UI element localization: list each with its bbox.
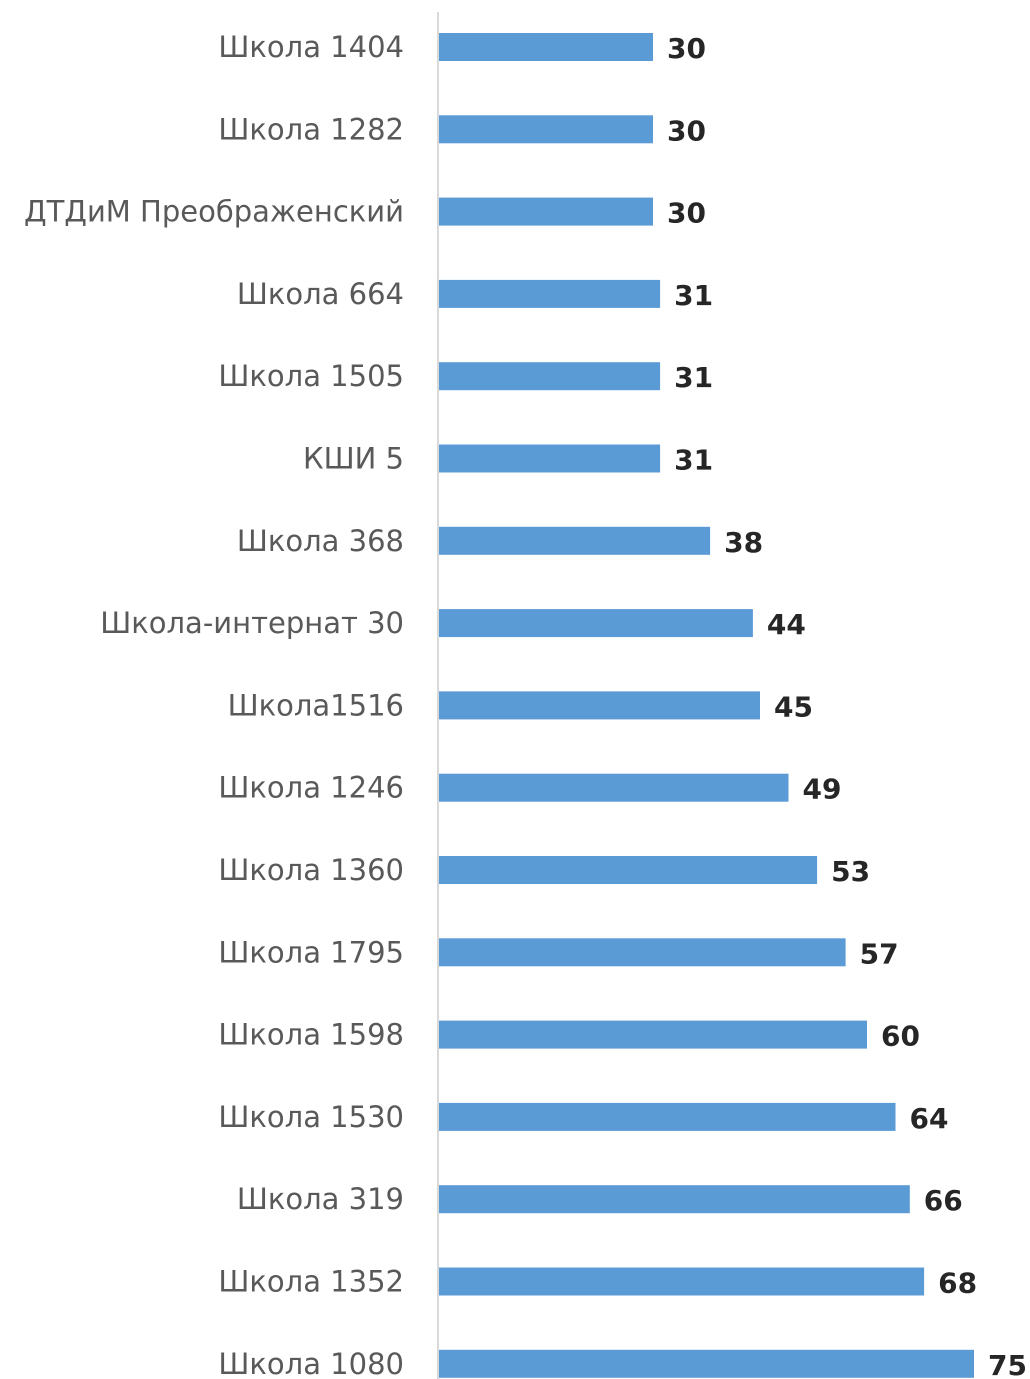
category-label-3: ДТДиМ Преображенский — [24, 195, 404, 229]
value-label-1: 30 — [667, 32, 706, 65]
value-label-13: 60 — [881, 1020, 920, 1053]
bar-7 — [439, 526, 711, 555]
value-label-5: 31 — [674, 361, 713, 394]
bar-3 — [439, 197, 653, 226]
bars-group — [439, 33, 974, 1378]
category-label-14: Школа 1530 — [218, 1100, 404, 1134]
bar-10 — [439, 773, 789, 802]
category-label-5: Школа 1505 — [218, 359, 404, 393]
bar-1 — [439, 33, 653, 61]
value-label-9: 45 — [774, 690, 813, 723]
value-label-7: 38 — [724, 526, 763, 559]
value-label-8: 44 — [767, 608, 806, 641]
bar-15 — [439, 1185, 910, 1214]
category-label-15: Школа 319 — [237, 1182, 404, 1216]
value-label-14: 64 — [910, 1102, 949, 1135]
value-label-6: 31 — [674, 444, 713, 477]
value-label-3: 30 — [667, 197, 706, 230]
bar-16 — [439, 1267, 925, 1296]
bar-11 — [439, 856, 818, 884]
category-label-12: Школа 1795 — [218, 935, 404, 969]
bar-6 — [439, 444, 661, 473]
bar-9 — [439, 691, 760, 720]
value-label-15: 66 — [924, 1184, 963, 1217]
category-label-17: Школа 1080 — [218, 1347, 404, 1379]
category-label-2: Школа 1282 — [218, 112, 404, 146]
category-label-8: Школа-интернат 30 — [100, 606, 404, 640]
value-label-2: 30 — [667, 114, 706, 147]
category-label-4: Школа 664 — [237, 277, 404, 311]
bar-12 — [439, 938, 846, 967]
value-labels-group: 30 30 30 31 31 31 38 44 45 49 53 57 60 64 66 68 75 — [667, 32, 1027, 1379]
bar-2 — [439, 115, 653, 144]
bar-4 — [439, 279, 661, 308]
bar-13 — [439, 1020, 867, 1049]
value-label-4: 31 — [674, 279, 713, 312]
bar-5 — [439, 362, 661, 391]
category-label-6: КШИ 5 — [303, 442, 404, 476]
bar-17 — [439, 1349, 974, 1378]
value-label-16: 68 — [938, 1267, 977, 1300]
value-label-11: 53 — [831, 855, 870, 888]
category-label-7: Школа 368 — [237, 524, 404, 558]
category-label-11: Школа 1360 — [218, 853, 404, 887]
value-label-10: 49 — [803, 773, 842, 806]
category-label-16: Школа 1352 — [218, 1265, 404, 1299]
category-label-10: Школа 1246 — [218, 771, 404, 805]
category-labels-group: Школа 1404 Школа 1282 ДТДиМ Преображенский… — [24, 30, 404, 1379]
category-label-1: Школа 1404 — [218, 30, 404, 64]
category-label-13: Школа 1598 — [218, 1018, 404, 1052]
bar-14 — [439, 1102, 896, 1131]
value-label-12: 57 — [860, 937, 899, 970]
value-label-17: 75 — [988, 1349, 1027, 1379]
bar-8 — [439, 609, 753, 638]
category-label-9: Школа1516 — [228, 688, 404, 722]
